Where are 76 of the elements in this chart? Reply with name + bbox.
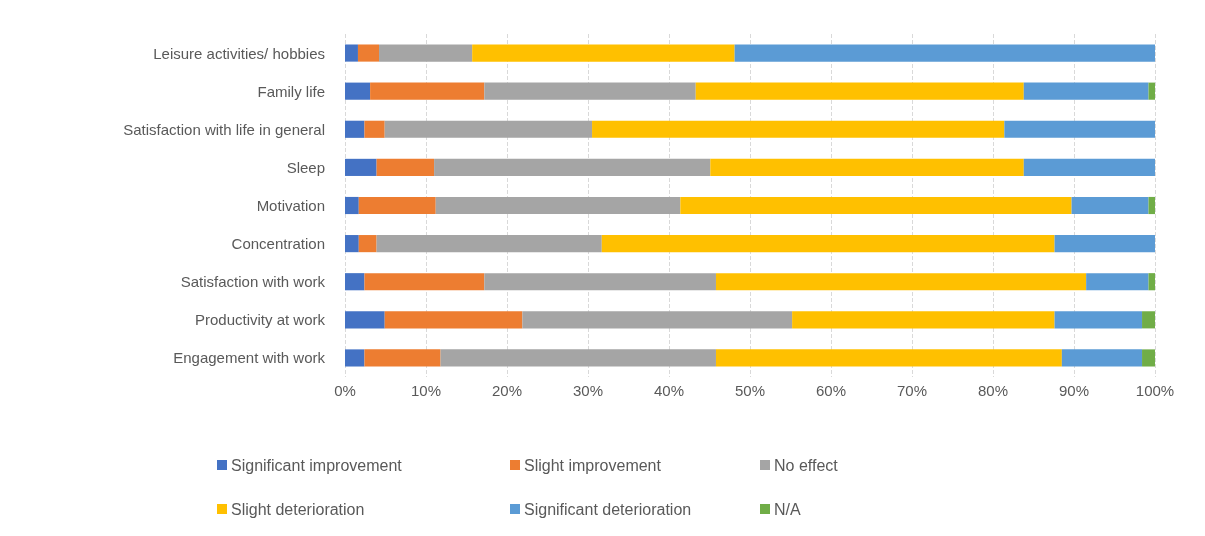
bar [1061,349,1143,367]
bar [345,311,385,329]
y-tick-label: Satisfaction with work [180,273,326,291]
bar [345,235,359,253]
bar [1054,311,1143,329]
bar [364,273,485,291]
bar [376,235,602,253]
x-tick-label: 0% [334,382,356,399]
bar [1023,82,1149,100]
bar [680,196,1072,215]
bar [1142,311,1155,329]
legend-label: No effect [774,456,839,474]
bar [484,273,716,291]
legend-label: Significant improvement [231,456,403,474]
bar [715,349,1062,367]
x-tick-label: 80% [977,382,1009,399]
bar [522,311,793,329]
bar [734,44,1155,62]
bar [370,82,485,100]
bar [792,311,1055,329]
bar [1004,120,1155,138]
y-tick-label: Concentration [231,235,325,253]
legend-label: N/A [774,500,801,518]
x-tick-label: 40% [653,382,685,399]
bar [376,158,435,176]
x-tick-label: 90% [1058,382,1090,399]
bar [710,158,1024,176]
y-tick-label: Family life [257,82,325,100]
y-tick-label: Motivation [256,197,325,214]
bar [357,44,380,62]
bar [1148,273,1155,291]
bar [1148,196,1155,215]
bar [345,349,365,367]
bar [1023,158,1155,176]
legend-label: Slight deterioration [231,500,365,518]
bar [472,44,735,62]
bar [358,235,377,253]
x-tick-label: 50% [734,382,766,399]
bar [345,44,358,62]
bar [601,235,1055,253]
bar [345,273,365,291]
bar [435,196,681,215]
bar [379,44,473,62]
bar [592,120,1005,138]
y-tick-label: Sleep [286,158,325,176]
bar [384,120,593,138]
bar [1071,196,1149,215]
bar [358,196,436,215]
bar [345,82,371,100]
x-tick-label: 100% [1135,382,1175,399]
bar [715,273,1087,291]
bar [1086,273,1149,291]
legend-label: Significant deterioration [524,500,692,518]
y-tick-label: Engagement with work [173,349,326,367]
bar [345,120,365,138]
bar [345,158,377,176]
x-tick-label: 20% [491,382,523,399]
y-tick-label: Satisfaction with life in general [123,120,325,138]
bar [384,311,523,329]
bar [434,158,711,176]
bar [1142,349,1155,367]
bar [1054,235,1155,253]
x-tick-label: 60% [815,382,847,399]
legend-label: Slight improvement [524,456,662,474]
x-tick-label: 10% [410,382,442,399]
bar [1148,82,1155,100]
bar [484,82,696,100]
x-tick-label: 70% [896,382,928,399]
bar [440,349,716,367]
bar [345,196,359,215]
bar [695,82,1024,100]
y-tick-label: Leisure activities/ hobbies [153,44,325,62]
x-tick-label: 30% [572,382,604,399]
y-tick-label: Productivity at work [194,311,326,329]
bar [364,349,441,367]
bar [364,120,385,138]
